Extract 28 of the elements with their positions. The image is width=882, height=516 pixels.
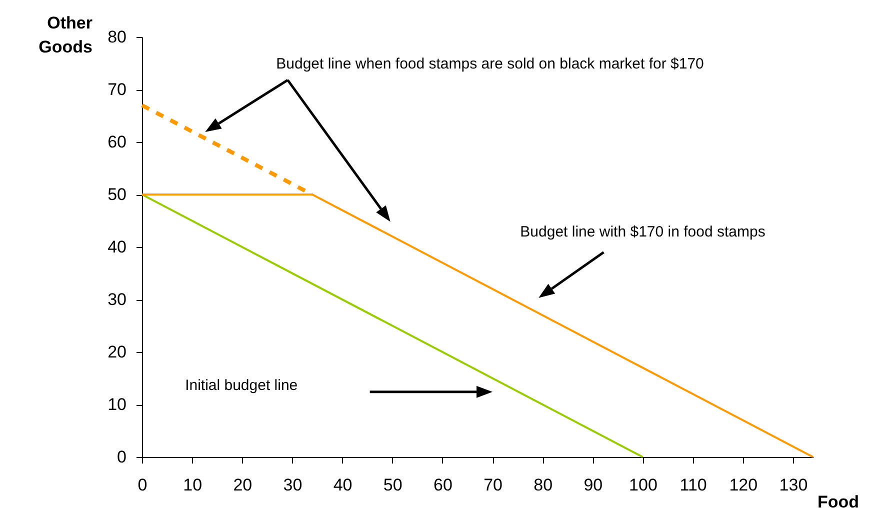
- y-tick-label: 20: [108, 342, 126, 362]
- x-axis-title: Food: [818, 492, 860, 512]
- x-tick-label: 110: [680, 476, 707, 494]
- x-tick-label: 100: [629, 476, 658, 494]
- y-tick-label: 70: [108, 80, 126, 99]
- x-tick-label: 50: [383, 476, 402, 494]
- y-tick-label: 40: [108, 238, 126, 256]
- x-tick-label: 80: [534, 476, 553, 494]
- x-tick-label: 70: [484, 476, 502, 494]
- x-tick-label: 130: [779, 476, 808, 494]
- y-tick-label: 30: [108, 290, 126, 309]
- y-tick-label: 10: [108, 395, 126, 414]
- annotation: Budget line with $170 in food stamps: [520, 223, 766, 240]
- y-tick-label: 80: [108, 28, 126, 46]
- x-tick-label: 120: [729, 476, 758, 494]
- y-tick-label: 60: [108, 132, 126, 152]
- x-tick-label: 10: [183, 476, 202, 494]
- annotation: Budget line when food stamps are sold on black market for $170: [276, 55, 704, 72]
- annotation: Initial budget line: [185, 377, 298, 394]
- x-tick-label: 30: [283, 476, 302, 494]
- x-tick-label: 90: [584, 476, 603, 494]
- y-axis-title: Other Goods: [38, 14, 93, 56]
- x-tick-label: 60: [433, 476, 452, 494]
- x-tick-label: 40: [333, 476, 352, 494]
- y-tick-label: 50: [108, 185, 126, 204]
- x-tick-label: 0: [138, 476, 148, 494]
- x-tick-label: 20: [233, 476, 252, 494]
- y-tick-label: 0: [117, 448, 126, 466]
